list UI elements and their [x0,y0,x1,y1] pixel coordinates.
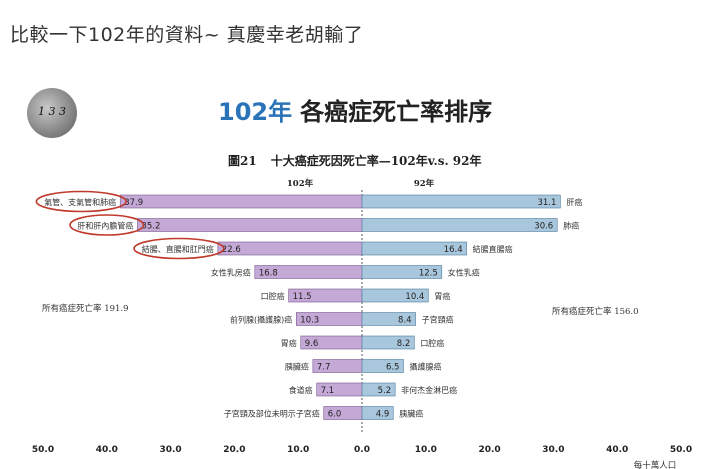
value-label-92-6: 8.2 [397,339,411,349]
value-label-92-3: 12.5 [419,269,438,279]
category-label-92-2: 結腸直腸癌 [473,244,513,254]
value-label-92-0: 31.1 [537,198,556,208]
category-label-92-4: 胃癌 [434,291,450,301]
bar-92-3 [361,265,443,279]
bar-92-6 [361,335,415,350]
value-label-102-7: 7.7 [317,363,331,373]
category-label-102-0: 氣管、支氣管和肺癌 [44,197,116,207]
value-label-102-4: 11.5 [293,292,312,302]
bar-92-5 [361,312,416,326]
bar-92-8 [361,382,396,397]
x-tick-9: 40.0 [606,445,628,455]
highlight-circle-1 [69,214,145,236]
category-label-102-1: 肝和肝內膽管癌 [77,221,133,231]
category-label-102-6: 胃癌 [281,338,297,348]
value-label-92-5: 8.4 [398,316,412,326]
chart-heading: 102年 各癌症死亡率排序 [218,92,492,127]
category-label-92-0: 肝癌 [566,197,582,207]
value-label-102-0: 37.9 [124,198,143,208]
category-label-92-3: 女性乳癌 [448,268,480,278]
category-label-102-2: 結腸、直腸和肛門癌 [142,244,214,254]
bar-102-1 [137,218,363,232]
value-label-102-6: 9.6 [305,339,319,349]
series-header-right: 92年 [414,178,435,189]
figure-title: 圖21 十大癌症死因死亡率—102年v.s. 92年 [228,152,496,169]
value-label-102-3: 16.8 [259,269,278,279]
value-label-92-7: 6.5 [386,363,400,373]
bar-92-7 [361,359,404,373]
figure-number: 圖21 [228,154,257,168]
x-tick-5: 0.0 [354,445,370,455]
value-label-92-4: 10.4 [405,292,424,302]
value-label-102-2: 22.6 [222,245,241,255]
total-note-92: 所有癌症死亡率 156.0 [552,306,639,317]
x-tick-8: 30.0 [542,445,564,455]
x-tick-1: 40.0 [96,445,118,455]
category-label-92-9: 胰臟癌 [399,409,423,419]
x-tick-7: 20.0 [478,445,500,455]
value-label-102-1: 35.2 [141,222,160,232]
category-label-102-9: 子宮頸及部位未明示子宮癌 [224,409,320,419]
x-tick-6: 10.0 [415,445,437,455]
bar-92-9 [361,406,394,420]
unit-label: 每十萬人口 [634,460,677,469]
x-tick-10: 50.0 [670,445,692,455]
bar-92-0 [361,194,561,209]
x-tick-3: 20.0 [223,445,245,455]
category-label-102-3: 女性乳房癌 [211,268,251,278]
category-label-102-7: 胰臟癌 [285,362,309,372]
bar-92-4 [361,288,429,303]
value-label-92-2: 16.4 [444,245,463,255]
post-caption: 比較一下102年的資料~ 真慶幸老胡輸了 [10,24,364,46]
highlight-circle-2 [133,237,225,260]
badge-icon: 1 3 3 [27,88,77,138]
heading-year: 102年 [218,98,293,126]
category-label-102-5: 前列腺(攝護腺)癌 [230,315,292,325]
x-tick-0: 50.0 [32,445,54,455]
total-note-102: 所有癌症死亡率 191.9 [42,303,129,314]
bar-102-0 [119,194,363,209]
category-label-92-5: 子宮頸癌 [422,315,454,325]
value-label-102-9: 6.0 [328,410,342,420]
value-label-92-8: 5.2 [378,386,392,396]
category-label-92-7: 攝護腺癌 [409,362,441,372]
category-label-92-6: 口腔癌 [420,338,444,348]
value-label-102-8: 7.1 [321,386,335,396]
category-label-92-8: 非何杰金淋巴癌 [401,385,457,395]
category-label-92-1: 肺癌 [563,221,579,231]
value-label-102-5: 10.3 [300,316,319,326]
x-tick-4: 10.0 [287,445,309,455]
bar-92-1 [361,218,558,232]
value-label-92-1: 30.6 [534,222,553,232]
bar-92-2 [361,241,467,256]
figure-title-text: 十大癌症死因死亡率—102年v.s. 92年 [270,154,482,168]
highlight-circle-0 [35,190,127,213]
category-label-102-8: 食道癌 [289,385,313,395]
x-tick-2: 30.0 [159,445,181,455]
series-header-left: 102年 [287,178,314,189]
heading-title: 各癌症死亡率排序 [300,98,493,126]
value-label-92-9: 4.9 [376,410,390,420]
category-label-102-4: 口腔癌 [261,291,285,301]
badge-text: 1 3 3 [38,105,66,118]
